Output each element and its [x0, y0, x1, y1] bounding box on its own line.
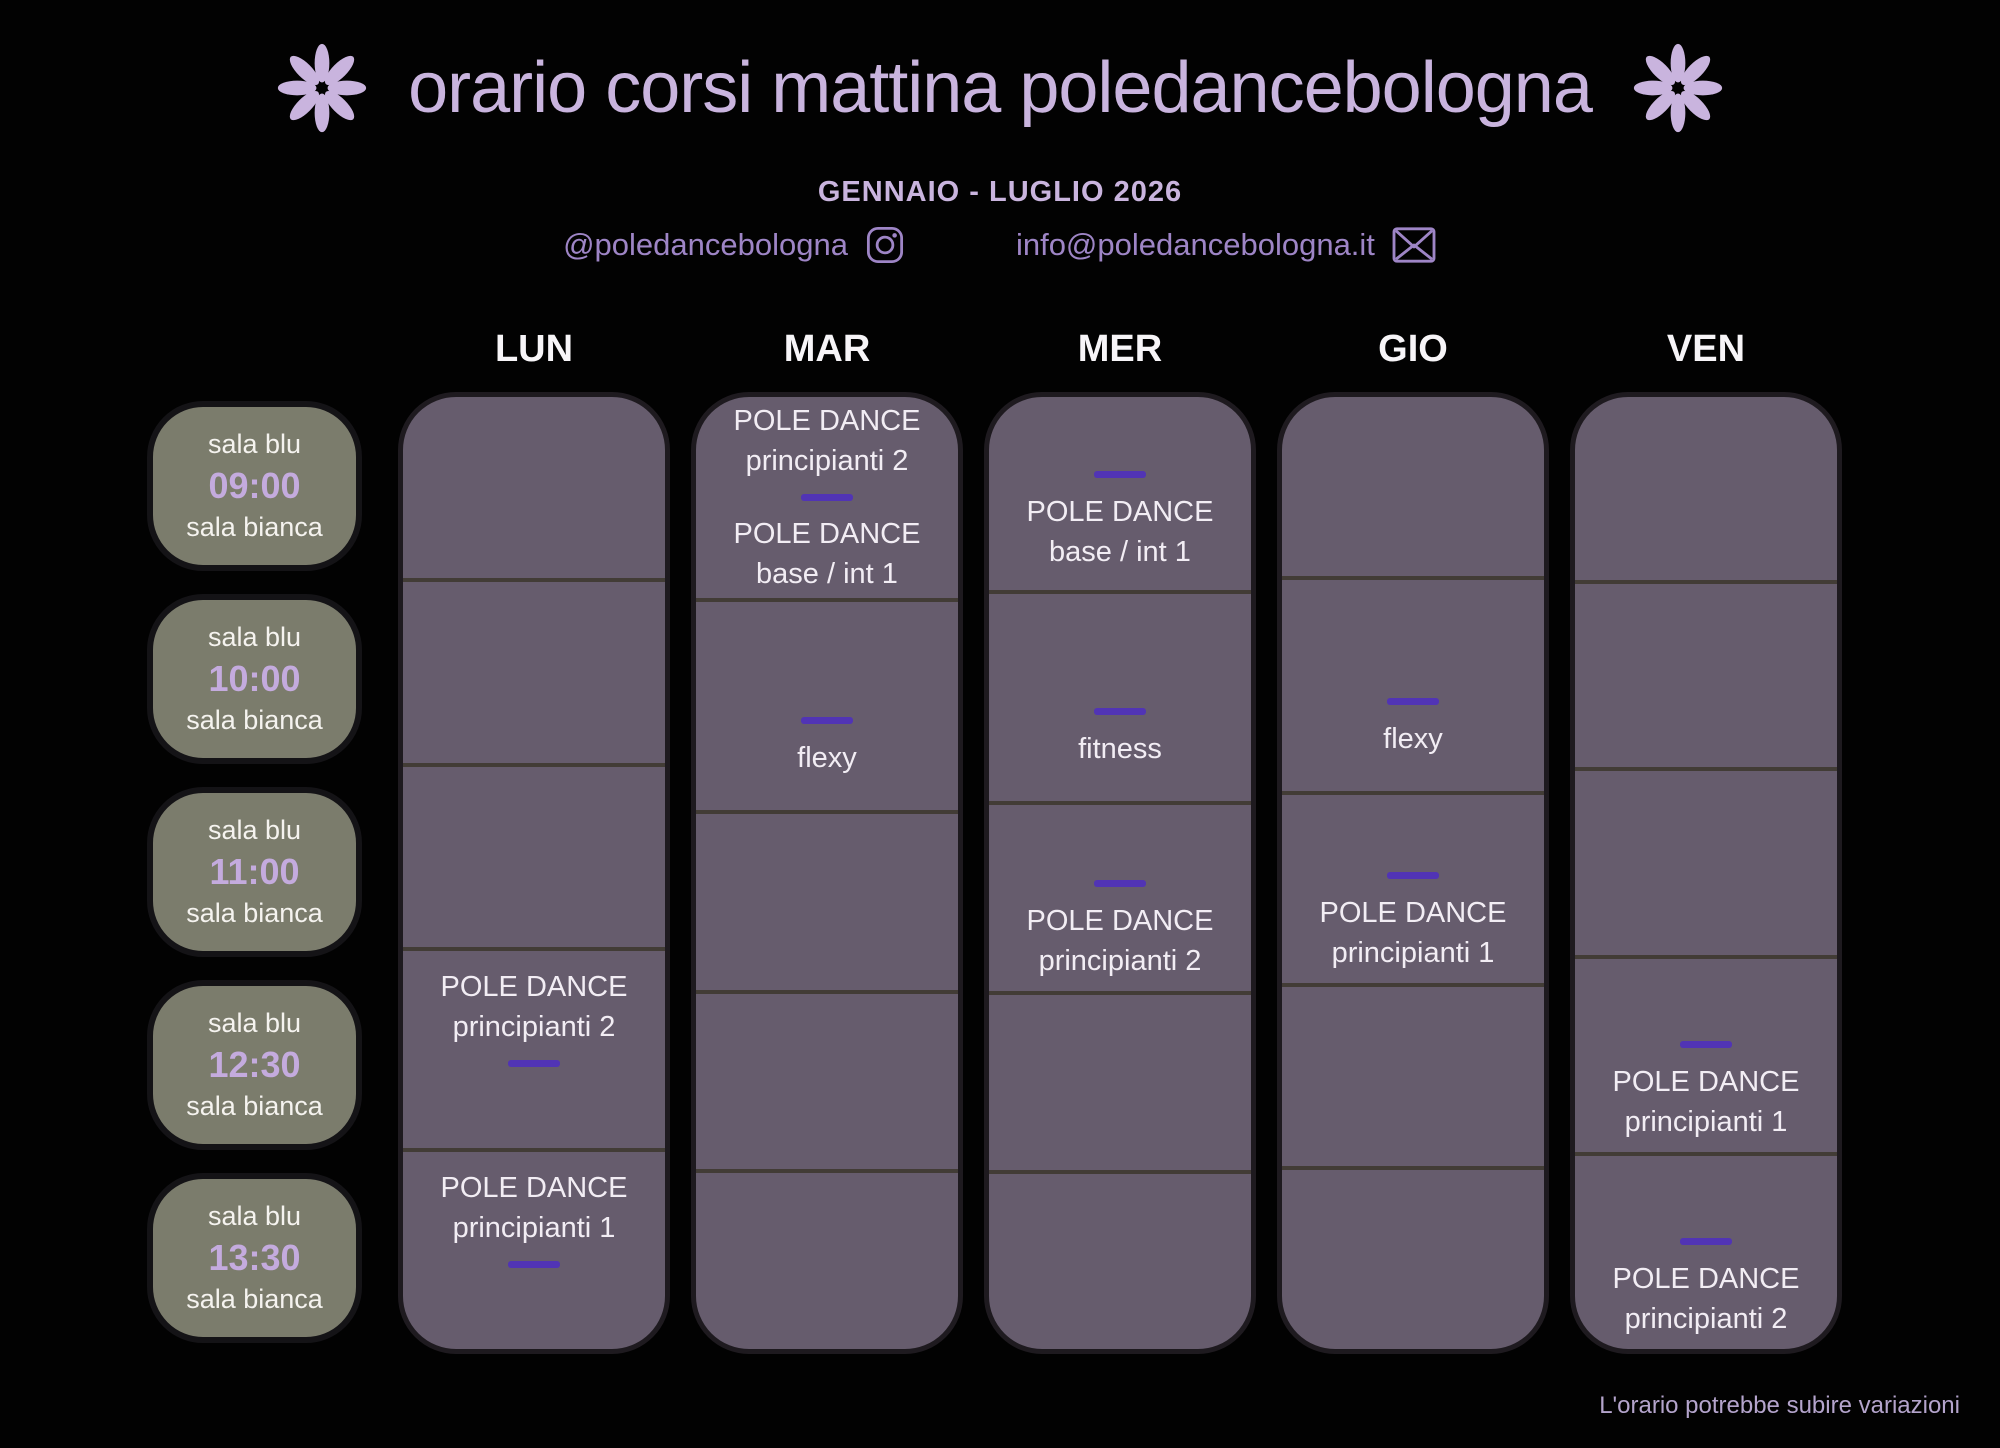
cell-mar-0900: POLE DANCE principianti 2 POLE DANCE bas… [696, 397, 958, 598]
day-header-lun: LUN [494, 328, 574, 370]
date-range-subtitle: GENNAIO - LUGLIO 2026 [817, 176, 1183, 208]
cell-ven-0900 [1575, 397, 1837, 580]
room-label-bottom: sala bianca [186, 1284, 323, 1314]
instagram-icon [866, 226, 903, 264]
day-column-ven: POLE DANCE principianti 1 POLE DANCE pri… [1570, 392, 1842, 1354]
cell-ven-1100 [1575, 767, 1837, 954]
cell-mer-1100: POLE DANCE principianti 2 [989, 801, 1251, 990]
cell-mer-1230 [989, 990, 1251, 1170]
asterisk-icon [277, 43, 367, 133]
cell-mar-1230 [696, 989, 958, 1170]
cell-mer-0900: POLE DANCE base / int 1 [989, 397, 1251, 590]
class-label: POLE DANCE principianti 1 [1612, 1065, 1800, 1138]
time-label: 09:00 [208, 465, 301, 506]
time-slot-1100: sala blu 11:00 sala bianca [147, 787, 362, 957]
day-column-mer: POLE DANCE base / int 1 fitness POLE DAN… [984, 392, 1256, 1354]
room-separator-dash [1387, 872, 1439, 880]
email-text: info@poledancebologna.it [1015, 227, 1375, 262]
room-separator-dash [1680, 1237, 1732, 1245]
class-label: POLE DANCE principianti 2 [440, 971, 628, 1044]
schedule-grid: sala blu 09:00 sala bianca sala blu 10:0… [147, 392, 1842, 1354]
day-column-mar: POLE DANCE principianti 2 POLE DANCE bas… [691, 392, 963, 1354]
time-column: sala blu 09:00 sala bianca sala blu 10:0… [147, 392, 362, 1354]
room-label-top: sala blu [207, 815, 302, 845]
cell-gio-1100: POLE DANCE principianti 1 [1282, 790, 1544, 984]
asterisk-icon [1633, 43, 1723, 133]
room-label-bottom: sala bianca [186, 512, 323, 542]
class-label: fitness [1078, 733, 1162, 766]
cell-mar-1330 [696, 1169, 958, 1349]
email-contact[interactable]: info@poledancebologna.it [1016, 225, 1437, 265]
day-header-gio: GIO [1378, 328, 1448, 370]
room-label-bottom: sala bianca [186, 898, 323, 928]
room-separator-dash [508, 1261, 560, 1269]
time-label: 10:00 [208, 658, 301, 699]
room-label-top: sala blu [207, 1008, 302, 1038]
time-slot-0900: sala blu 09:00 sala bianca [147, 401, 362, 571]
class-label: flexy [797, 741, 857, 774]
time-label: 13:30 [208, 1237, 301, 1278]
schedule-board: LUN MAR MER GIO VEN sala blu 09:00 sala … [147, 328, 1842, 1354]
cell-lun-1230: POLE DANCE principianti 2 [403, 947, 665, 1148]
cell-lun-1100 [403, 762, 665, 948]
cell-ven-1230: POLE DANCE principianti 1 [1575, 954, 1837, 1152]
class-label: POLE DANCE base / int 1 [733, 518, 921, 591]
cell-mar-1000: flexy [696, 598, 958, 810]
room-label-top: sala blu [207, 1201, 302, 1231]
room-separator-dash [1387, 697, 1439, 705]
day-header-mer: MER [1077, 328, 1163, 370]
room-label-bottom: sala bianca [186, 1091, 323, 1121]
page-header: orario corsi mattina poledancebologna [0, 42, 2000, 134]
instagram-handle-text: @poledancebologna [563, 227, 848, 262]
class-label: POLE DANCE principianti 2 [1612, 1262, 1800, 1335]
cell-mer-1330 [989, 1169, 1251, 1349]
day-column-lun: POLE DANCE principianti 2 POLE DANCE pri… [398, 392, 670, 1354]
room-label-top: sala blu [207, 622, 302, 652]
cell-mer-1000: fitness [989, 590, 1251, 801]
class-label: POLE DANCE principianti 1 [1319, 897, 1507, 970]
day-header-row: LUN MAR MER GIO VEN [398, 328, 1842, 392]
cell-gio-0900 [1282, 397, 1544, 576]
time-label: 11:00 [209, 851, 300, 892]
class-label: flexy [1383, 722, 1443, 755]
day-header-mar: MAR [783, 328, 871, 370]
cell-gio-1000: flexy [1282, 575, 1544, 791]
time-slot-1330: sala blu 13:30 sala bianca [147, 1173, 362, 1343]
contact-row: @poledancebologna info@poledancebologna.… [0, 224, 2000, 266]
envelope-icon [1392, 227, 1436, 263]
day-column-gio: flexy POLE DANCE principianti 1 [1277, 392, 1549, 1354]
time-label: 12:30 [208, 1044, 301, 1085]
cell-mar-1100 [696, 809, 958, 990]
room-label-top: sala blu [207, 429, 302, 459]
cell-gio-1230 [1282, 983, 1544, 1166]
cell-lun-1330: POLE DANCE principianti 1 [403, 1148, 665, 1349]
cell-gio-1330 [1282, 1166, 1544, 1349]
instagram-handle[interactable]: @poledancebologna [563, 224, 906, 266]
class-label: POLE DANCE principianti 2 [733, 405, 921, 478]
schedule-disclaimer: L'orario potrebbe subire variazioni [1599, 1392, 1960, 1419]
room-separator-dash [1094, 708, 1146, 716]
class-label: POLE DANCE principianti 2 [1026, 904, 1214, 977]
cell-lun-0900 [403, 397, 665, 578]
time-slot-1000: sala blu 10:00 sala bianca [147, 594, 362, 764]
room-separator-dash [801, 716, 853, 724]
page-title: orario corsi mattina poledancebologna [408, 48, 1593, 128]
room-separator-dash [801, 494, 853, 502]
time-slot-1230: sala blu 12:30 sala bianca [147, 980, 362, 1150]
class-label: POLE DANCE base / int 1 [1026, 496, 1214, 569]
room-separator-dash [508, 1060, 560, 1068]
room-separator-dash [1094, 471, 1146, 479]
room-separator-dash [1680, 1040, 1732, 1048]
cell-ven-1000 [1575, 580, 1837, 767]
room-separator-dash [1094, 879, 1146, 887]
day-header-ven: VEN [1666, 328, 1746, 370]
room-label-bottom: sala bianca [186, 705, 323, 735]
class-label: POLE DANCE principianti 1 [440, 1172, 628, 1245]
cell-ven-1330: POLE DANCE principianti 2 [1575, 1151, 1837, 1349]
cell-lun-1000 [403, 577, 665, 763]
